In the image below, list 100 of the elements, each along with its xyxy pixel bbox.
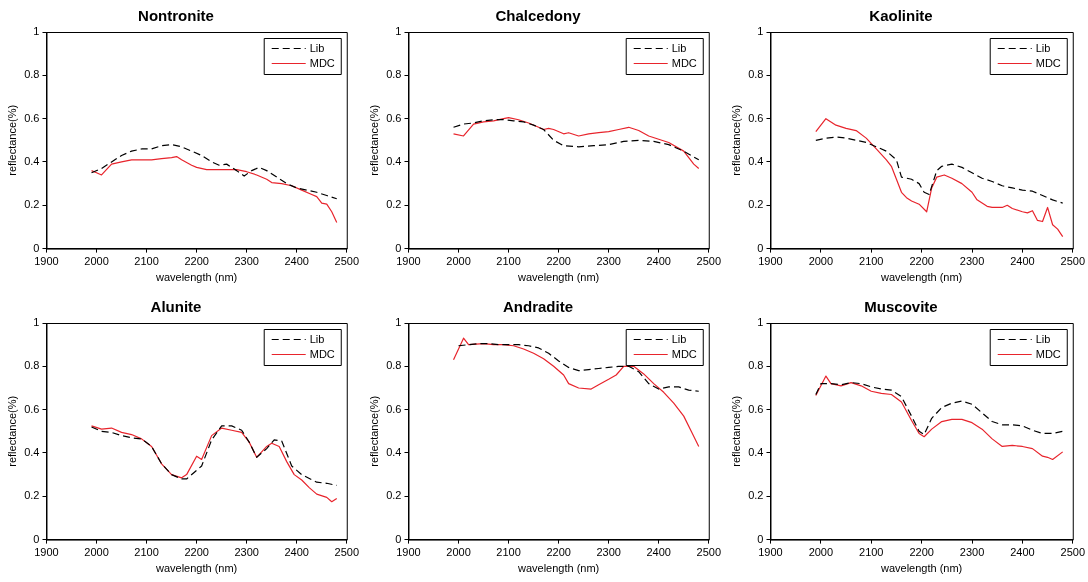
x-tick-label: 2000 [446, 546, 471, 559]
x-tick-label: 2200 [184, 255, 209, 268]
x-tick-label: 1900 [396, 255, 421, 268]
y-tick-label: 0 [395, 532, 402, 545]
x-tick-label: 2200 [546, 255, 571, 268]
chart-title: Nontronite [138, 7, 214, 25]
y-tick-label: 1 [757, 25, 764, 38]
y-tick-label: 1 [33, 316, 40, 329]
x-tick-label: 1900 [758, 546, 783, 559]
x-tick-label: 2300 [596, 255, 621, 268]
y-axis-title: reflectance(%) [5, 395, 18, 467]
x-tick-label: 2200 [546, 546, 571, 559]
x-tick-label: 2500 [1060, 255, 1086, 268]
y-tick-label: 0.4 [386, 445, 402, 458]
x-tick-label: 1900 [758, 255, 783, 268]
x-axis-title: wavelength (nm) [879, 271, 963, 284]
y-tick-label: 0.8 [748, 68, 764, 81]
x-tick-label: 2000 [808, 546, 834, 559]
y-tick-label: 0 [33, 532, 40, 545]
x-tick-label: 2300 [234, 546, 259, 559]
y-axis-title: reflectance(%) [5, 104, 18, 176]
legend-label: MDC [671, 347, 697, 360]
y-tick-label: 0.6 [24, 111, 40, 124]
y-tick-label: 0.8 [386, 68, 402, 81]
chart-title: Alunite [150, 298, 202, 316]
y-tick-label: 0.6 [748, 402, 764, 415]
x-tick-label: 2500 [334, 546, 360, 559]
x-tick-label: 2400 [646, 255, 671, 268]
y-tick-label: 0.6 [748, 111, 764, 124]
x-tick-label: 2400 [284, 255, 309, 268]
x-tick-label: 2000 [84, 546, 109, 559]
legend-label: MDC [1035, 56, 1061, 69]
x-tick-label: 2200 [909, 546, 934, 559]
x-axis-title: wavelength (nm) [516, 271, 600, 284]
line-series [815, 136, 1064, 204]
legend-label: MDC [309, 56, 335, 69]
y-tick-label: 0.2 [748, 489, 764, 502]
y-tick-label: 0.8 [24, 68, 40, 81]
x-tick-label: 2300 [596, 546, 621, 559]
x-tick-label: 2400 [646, 546, 671, 559]
legend-label: Lib [671, 332, 687, 345]
y-tick-label: 1 [33, 25, 40, 38]
x-tick-label: 1900 [34, 546, 59, 559]
y-tick-label: 0.6 [24, 402, 40, 415]
y-tick-label: 0.4 [748, 154, 764, 167]
x-tick-label: 2400 [284, 546, 309, 559]
x-tick-label: 2100 [859, 255, 884, 268]
x-tick-label: 2400 [1010, 255, 1035, 268]
x-tick-label: 2100 [134, 546, 159, 559]
y-tick-label: 0.4 [748, 445, 764, 458]
x-tick-label: 2000 [84, 255, 109, 268]
y-tick-label: 0.4 [24, 154, 40, 167]
y-tick-label: 0.4 [24, 445, 40, 458]
x-tick-label: 2500 [334, 255, 360, 268]
legend-label: Lib [1035, 332, 1051, 345]
x-tick-label: 2100 [859, 546, 884, 559]
legend-label: Lib [309, 41, 325, 54]
y-tick-label: 0 [395, 241, 402, 254]
x-tick-label: 2500 [696, 255, 722, 268]
line-series [815, 381, 1064, 436]
legend-label: MDC [1035, 347, 1061, 360]
x-tick-label: 1900 [396, 546, 421, 559]
y-tick-label: 0.6 [386, 402, 402, 415]
y-tick-label: 1 [395, 316, 402, 329]
y-tick-label: 0 [757, 241, 764, 254]
y-axis-title: reflectance(%) [729, 104, 742, 176]
y-tick-label: 0 [33, 241, 40, 254]
x-axis-title: wavelength (nm) [154, 271, 238, 284]
x-tick-label: 2300 [959, 546, 985, 559]
x-tick-label: 2000 [446, 255, 471, 268]
x-tick-label: 2400 [1010, 546, 1035, 559]
x-tick-label: 2100 [496, 255, 521, 268]
y-tick-label: 1 [395, 25, 402, 38]
chart-title: Muscovite [864, 298, 938, 316]
legend-label: Lib [309, 332, 325, 345]
chart-title: Kaolinite [869, 7, 933, 25]
y-tick-label: 0.8 [24, 359, 40, 372]
y-axis-title: reflectance(%) [729, 395, 742, 467]
y-tick-label: 0.8 [386, 359, 402, 372]
x-tick-label: 2500 [696, 546, 722, 559]
chart-title: Chalcedony [495, 7, 582, 25]
x-axis-title: wavelength (nm) [154, 562, 238, 575]
x-tick-label: 2100 [134, 255, 159, 268]
x-tick-label: 2300 [959, 255, 985, 268]
line-series [452, 119, 700, 161]
legend-label: Lib [671, 41, 687, 54]
x-tick-label: 1900 [34, 255, 59, 268]
legend-label: Lib [1035, 41, 1051, 54]
y-tick-label: 0.6 [386, 111, 402, 124]
x-tick-label: 2100 [496, 546, 521, 559]
y-tick-label: 0.4 [386, 154, 402, 167]
y-tick-label: 0.8 [748, 359, 764, 372]
y-tick-label: 0.2 [748, 198, 764, 211]
y-axis-title: reflectance(%) [367, 395, 380, 467]
chart-title: Andradite [502, 298, 574, 316]
y-tick-label: 1 [757, 316, 764, 329]
y-axis-title: reflectance(%) [367, 104, 380, 176]
x-axis-title: wavelength (nm) [879, 562, 963, 575]
x-tick-label: 2200 [909, 255, 934, 268]
y-tick-label: 0.2 [386, 489, 402, 502]
